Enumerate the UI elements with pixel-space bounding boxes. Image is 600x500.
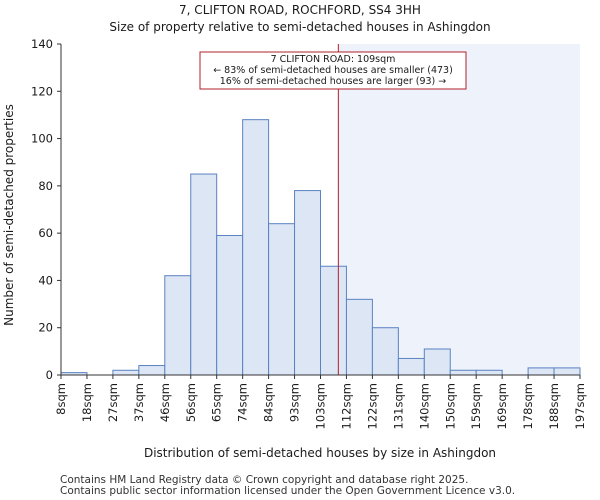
x-tick-label: 18sqm [80,383,94,422]
bar-74sqm [242,119,270,376]
y-tick-label: 80 [38,179,53,193]
x-tick-label: 159sqm [469,383,483,429]
bar-84sqm [268,223,296,376]
bar-103sqm [320,265,347,376]
x-tick-label: 140sqm [417,383,431,429]
x-tick-label: 169sqm [495,383,509,429]
footer-line-2: Contains public sector information licen… [60,485,515,497]
x-tick-label: 197sqm [573,383,587,429]
bar-159sqm [475,369,503,376]
x-tick-label: 37sqm [132,383,146,422]
x-tick-label: 74sqm [236,383,250,422]
chart-subtitle: Size of property relative to semi-detach… [109,20,490,34]
bar-93sqm [294,190,321,376]
bar-122sqm [371,327,399,376]
x-tick-label: 150sqm [443,383,457,429]
y-axis: 0 20 40 60 80 100 120 140 [31,37,61,382]
annotation-line-1: 7 CLIFTON ROAD: 109sqm [271,54,396,65]
bars [60,119,581,376]
x-tick-label: 27sqm [106,383,120,422]
x-tick-label: 84sqm [262,383,276,422]
bar-37sqm [138,365,166,376]
bar-150sqm [449,369,477,376]
annotation-box: 7 CLIFTON ROAD: 109sqm ← 83% of semi-det… [199,51,467,90]
annotation-line-2: ← 83% of semi-detached houses are smalle… [213,65,453,76]
larger-region-highlight [338,44,580,375]
x-axis-label: Distribution of semi-detached houses by … [144,446,496,460]
x-tick-label: 178sqm [521,383,535,429]
bar-65sqm [216,235,244,376]
x-tick-label: 188sqm [547,383,561,429]
x-axis: 8sqm 18sqm 27sqm 37sqm 46sqm 56sqm 65sqm 74sqm 8… [54,375,587,429]
chart-title: 7, CLIFTON ROAD, ROCHFORD, SS4 3HH [179,3,421,17]
x-tick-label: 103sqm [314,383,328,429]
bar-131sqm [397,357,425,376]
bar-56sqm [190,173,218,376]
bar-112sqm [345,298,373,376]
y-tick-label: 140 [31,37,53,51]
x-tick-label: 46sqm [158,383,172,422]
y-tick-label: 40 [38,273,53,287]
x-tick-label: 112sqm [339,383,353,429]
footer-line-1: Contains HM Land Registry data © Crown c… [60,474,468,486]
x-tick-label: 8sqm [54,383,68,415]
annotation-line-3: 16% of semi-detached houses are larger (… [220,76,447,87]
y-axis-label: Number of semi-detached properties [2,104,16,326]
y-tick-label: 60 [38,226,53,240]
y-tick-label: 20 [38,321,53,335]
y-tick-label: 0 [46,368,53,382]
y-tick-label: 120 [31,84,53,98]
bar-188sqm [553,367,581,376]
x-tick-label: 131sqm [391,383,405,429]
bar-27sqm [112,369,140,376]
bar-46sqm [164,275,192,376]
x-tick-label: 65sqm [210,383,224,422]
x-tick-label: 93sqm [288,383,302,422]
bar-140sqm [423,348,451,376]
bar-178sqm [527,367,555,376]
y-tick-label: 100 [31,132,53,146]
x-tick-label: 122sqm [365,383,379,429]
x-tick-label: 56sqm [184,383,198,422]
